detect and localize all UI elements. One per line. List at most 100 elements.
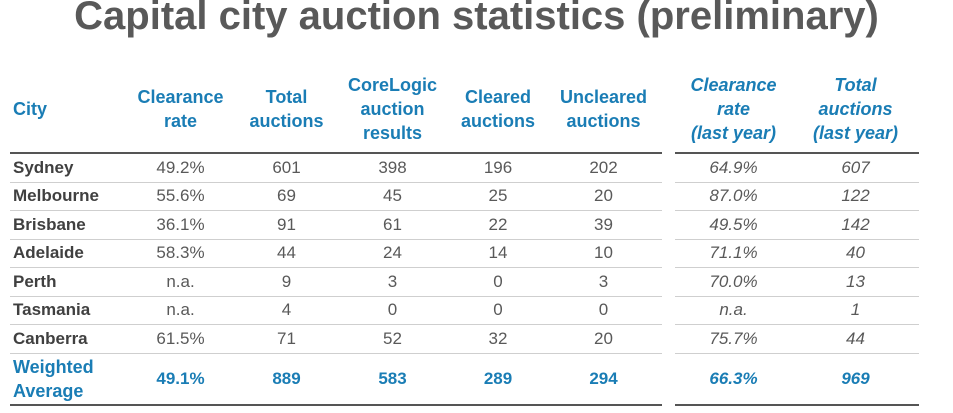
row-total-last-year: 607 [792, 152, 919, 183]
row-clearance-rate-last-year: 71.1% [675, 239, 792, 268]
row-corelogic-results: 52 [334, 324, 451, 354]
row-gap [662, 239, 675, 268]
header-total-auctions-line-2: auctions [249, 111, 324, 131]
row-city: Brisbane [10, 210, 122, 240]
table-row: Brisbane 36.1% 91 61 22 39 49.5% 142 [10, 210, 919, 240]
row-uncleared: 202 [545, 152, 662, 183]
row-clearance-rate-last-year: 49.5% [675, 210, 792, 240]
row-city: Sydney [10, 152, 122, 183]
header-total-auctions: Total auctions [239, 66, 334, 153]
header-clearance-rate-line-1: Clearance [137, 87, 224, 107]
header-total-ly-line-3: (last year) [812, 123, 899, 143]
row-clearance-rate: 55.6% [122, 182, 239, 211]
weighted-clearance-rate: 49.1% [122, 352, 239, 406]
row-total-last-year: 1 [792, 296, 919, 325]
weighted-average-row: Weighted Average 49.1% 889 583 289 294 6… [10, 352, 919, 406]
header-corelogic-results: CoreLogic auction results [334, 66, 451, 153]
header-cleared-line-1: Cleared [464, 87, 532, 107]
weighted-average-label: Weighted Average [10, 352, 122, 406]
header-uncleared-line-1: Uncleared [559, 87, 648, 107]
row-total-last-year: 44 [792, 324, 919, 354]
header-row: City Clearance rate Total auctions CoreL… [10, 66, 919, 153]
row-clearance-rate-last-year: n.a. [675, 296, 792, 325]
row-corelogic-results: 3 [334, 267, 451, 297]
weighted-total-auctions: 889 [239, 352, 334, 406]
row-city: Tasmania [10, 296, 122, 325]
table-row: Melbourne 55.6% 69 45 25 20 87.0% 122 [10, 182, 919, 211]
row-uncleared: 3 [545, 267, 662, 297]
row-total-auctions: 91 [239, 210, 334, 240]
row-clearance-rate: 36.1% [122, 210, 239, 240]
header-clearance-rate: Clearance rate [122, 66, 239, 153]
row-total-auctions: 44 [239, 239, 334, 268]
row-cleared: 0 [451, 296, 545, 325]
header-clearance-ly-line-3: (last year) [690, 123, 777, 143]
row-corelogic-results: 24 [334, 239, 451, 268]
table-row: Adelaide 58.3% 44 24 14 10 71.1% 40 [10, 239, 919, 268]
header-clearance-rate-last-year: Clearance rate (last year) [675, 66, 792, 153]
header-total-auctions-last-year: Total auctions (last year) [792, 66, 919, 153]
row-gap [662, 296, 675, 325]
header-clearance-ly-line-1: Clearance [690, 75, 777, 95]
row-total-auctions: 601 [239, 152, 334, 183]
row-uncleared: 20 [545, 324, 662, 354]
header-corelogic-line-2: auction [360, 99, 425, 119]
header-corelogic-line-1: CoreLogic [347, 75, 437, 95]
row-clearance-rate: 61.5% [122, 324, 239, 354]
row-corelogic-results: 61 [334, 210, 451, 240]
weighted-gap [662, 353, 675, 405]
row-gap [662, 211, 675, 240]
row-corelogic-results: 398 [334, 152, 451, 183]
row-cleared: 196 [451, 152, 545, 183]
table-row: Sydney 49.2% 601 398 196 202 64.9% 607 [10, 152, 919, 183]
row-clearance-rate-last-year: 87.0% [675, 182, 792, 211]
row-total-auctions: 4 [239, 296, 334, 325]
row-cleared: 22 [451, 210, 545, 240]
row-gap [662, 182, 675, 211]
header-uncleared-line-2: auctions [566, 111, 641, 131]
table-row: Tasmania n.a. 4 0 0 0 n.a. 1 [10, 296, 919, 325]
row-uncleared: 0 [545, 296, 662, 325]
row-cleared: 14 [451, 239, 545, 268]
row-city: Canberra [10, 324, 122, 354]
weighted-uncleared: 294 [545, 352, 662, 406]
header-clearance-ly-line-2: rate [716, 99, 751, 119]
row-uncleared: 39 [545, 210, 662, 240]
header-cleared-line-2: auctions [460, 111, 535, 131]
header-cleared-auctions: Cleared auctions [451, 66, 545, 153]
row-total-last-year: 122 [792, 182, 919, 211]
row-clearance-rate: n.a. [122, 296, 239, 325]
table-row: Canberra 61.5% 71 52 32 20 75.7% 44 [10, 324, 919, 354]
row-city: Perth [10, 267, 122, 297]
header-corelogic-line-3: results [362, 123, 423, 143]
row-clearance-rate-last-year: 70.0% [675, 267, 792, 297]
row-total-auctions: 9 [239, 267, 334, 297]
row-corelogic-results: 0 [334, 296, 451, 325]
page-title: Capital city auction statistics (prelimi… [74, 0, 879, 38]
header-clearance-rate-line-2: rate [163, 111, 198, 131]
table-row: Perth n.a. 9 3 0 3 70.0% 13 [10, 267, 919, 297]
header-total-auctions-line-1: Total [265, 87, 308, 107]
row-clearance-rate-last-year: 64.9% [675, 152, 792, 183]
header-total-ly-line-1: Total [834, 75, 877, 95]
row-cleared: 0 [451, 267, 545, 297]
row-clearance-rate-last-year: 75.7% [675, 324, 792, 354]
row-clearance-rate: 58.3% [122, 239, 239, 268]
row-cleared: 32 [451, 324, 545, 354]
row-gap [662, 325, 675, 354]
row-total-last-year: 13 [792, 267, 919, 297]
header-uncleared-auctions: Uncleared auctions [545, 66, 662, 153]
row-total-auctions: 71 [239, 324, 334, 354]
row-clearance-rate: n.a. [122, 267, 239, 297]
row-city: Adelaide [10, 239, 122, 268]
weighted-label-line-2: Average [13, 380, 84, 401]
row-uncleared: 20 [545, 182, 662, 211]
row-total-auctions: 69 [239, 182, 334, 211]
row-cleared: 25 [451, 182, 545, 211]
auction-stats-table: City Clearance rate Total auctions CoreL… [10, 66, 919, 406]
header-total-ly-line-2: auctions [818, 99, 893, 119]
row-total-last-year: 40 [792, 239, 919, 268]
row-corelogic-results: 45 [334, 182, 451, 211]
weighted-cleared: 289 [451, 352, 545, 406]
weighted-corelogic-results: 583 [334, 352, 451, 406]
